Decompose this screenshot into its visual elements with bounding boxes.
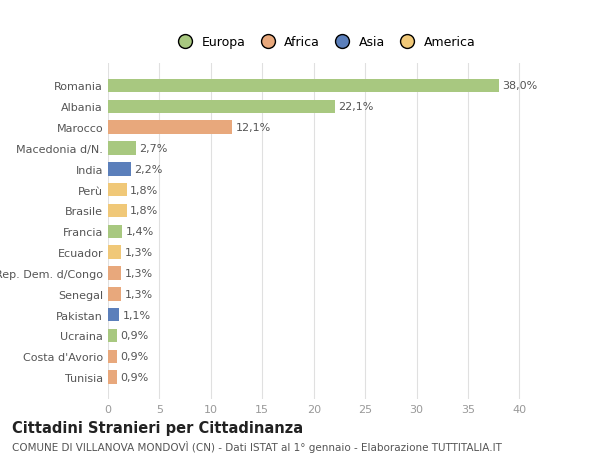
Text: 1,4%: 1,4% <box>125 227 154 237</box>
Text: 1,1%: 1,1% <box>122 310 151 320</box>
Text: 1,3%: 1,3% <box>124 247 152 257</box>
Bar <box>108 370 117 384</box>
Text: 12,1%: 12,1% <box>236 123 271 133</box>
Text: 38,0%: 38,0% <box>502 81 537 91</box>
Text: 1,8%: 1,8% <box>130 185 158 195</box>
Text: COMUNE DI VILLANOVA MONDOVÌ (CN) - Dati ISTAT al 1° gennaio - Elaborazione TUTTI: COMUNE DI VILLANOVA MONDOVÌ (CN) - Dati … <box>12 440 502 452</box>
Bar <box>108 308 119 322</box>
Text: 0,9%: 0,9% <box>121 372 149 382</box>
Legend: Europa, Africa, Asia, America: Europa, Africa, Asia, America <box>170 34 478 51</box>
Bar <box>108 225 122 239</box>
Text: 2,2%: 2,2% <box>134 164 162 174</box>
Text: 1,3%: 1,3% <box>124 269 152 278</box>
Text: 0,9%: 0,9% <box>121 352 149 362</box>
Text: Cittadini Stranieri per Cittadinanza: Cittadini Stranieri per Cittadinanza <box>12 420 303 435</box>
Bar <box>108 142 136 156</box>
Bar <box>108 184 127 197</box>
Text: 1,3%: 1,3% <box>124 289 152 299</box>
Bar <box>108 162 131 176</box>
Bar <box>108 329 117 342</box>
Bar <box>108 246 121 259</box>
Text: 1,8%: 1,8% <box>130 206 158 216</box>
Bar <box>108 121 232 134</box>
Bar <box>108 267 121 280</box>
Bar <box>108 100 335 114</box>
Bar <box>108 79 499 93</box>
Bar <box>108 287 121 301</box>
Text: 22,1%: 22,1% <box>338 102 374 112</box>
Text: 2,7%: 2,7% <box>139 144 167 154</box>
Bar <box>108 350 117 364</box>
Bar <box>108 204 127 218</box>
Text: 0,9%: 0,9% <box>121 331 149 341</box>
